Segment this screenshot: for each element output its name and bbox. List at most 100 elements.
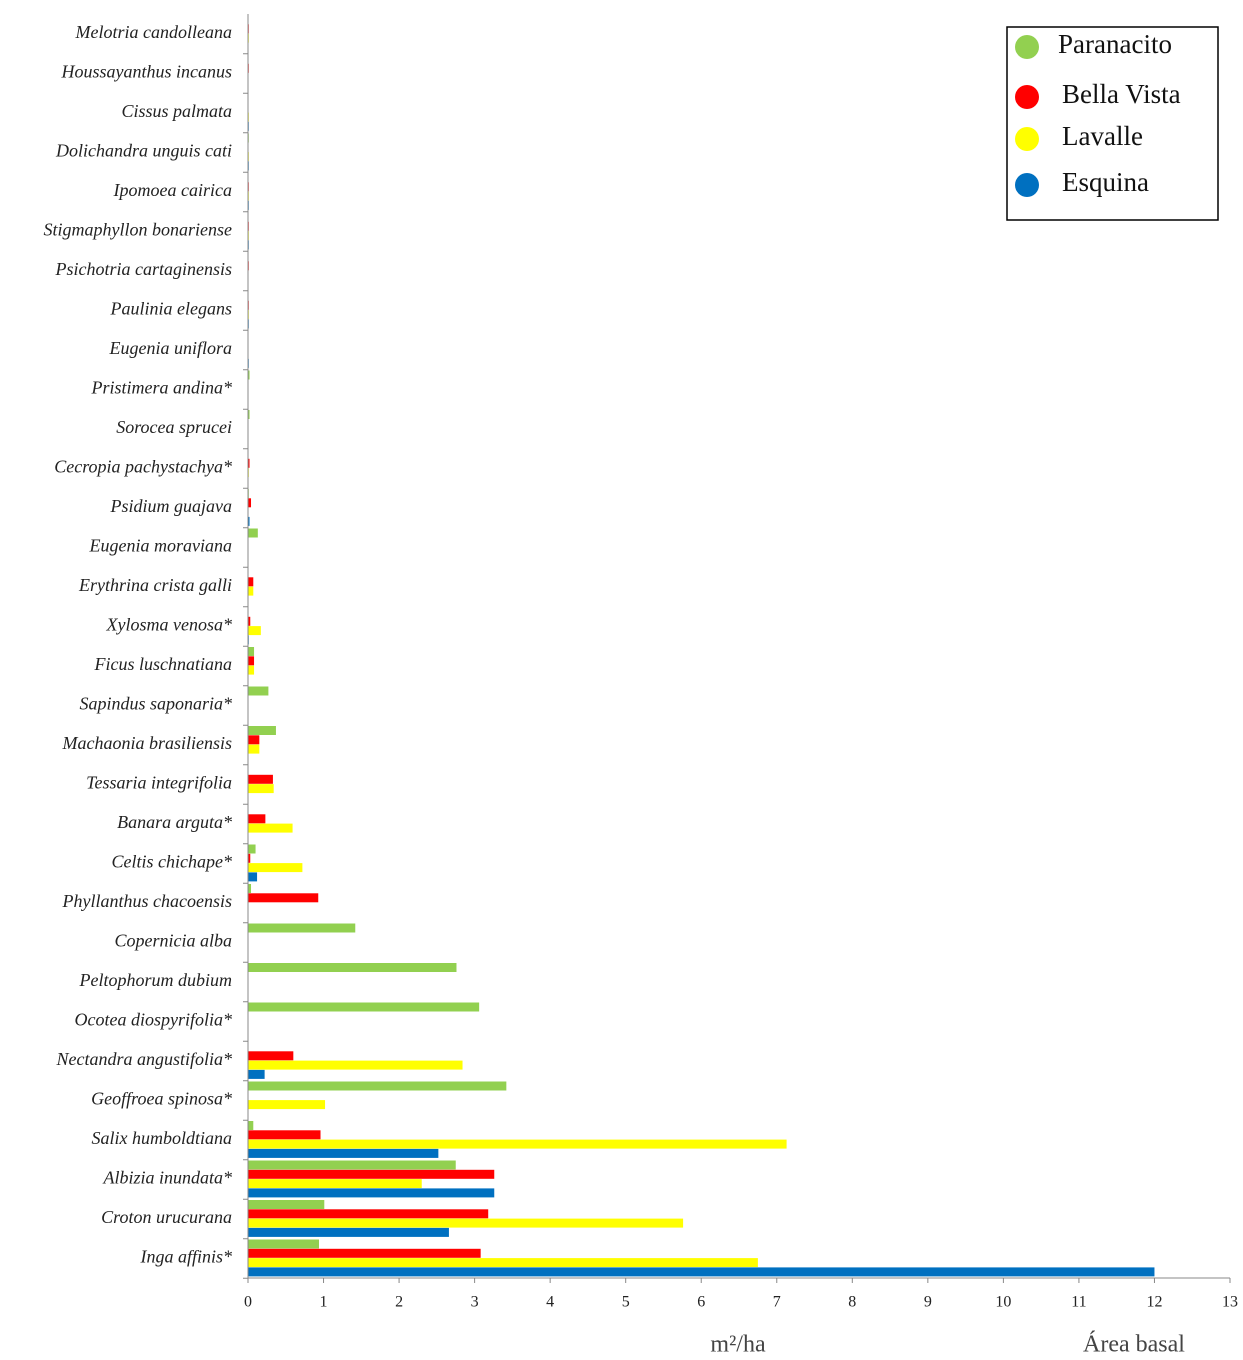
bar xyxy=(248,963,457,972)
legend-marker xyxy=(1015,85,1039,109)
bar xyxy=(248,1148,439,1158)
legend-label: Lavalle xyxy=(1062,121,1143,151)
bar xyxy=(248,1200,325,1209)
bar xyxy=(248,1227,449,1237)
bar xyxy=(248,1060,463,1070)
category-label: Croton urucurana xyxy=(101,1207,232,1227)
bar xyxy=(248,370,250,380)
bar xyxy=(248,853,251,863)
bar xyxy=(248,458,250,468)
bar xyxy=(248,1069,265,1079)
x-tick-label: 4 xyxy=(546,1294,554,1311)
bar xyxy=(248,528,258,538)
category-label: Erythrina crista galli xyxy=(78,575,232,595)
bar xyxy=(248,498,252,508)
bar xyxy=(248,1179,422,1189)
category-label: Cecropia pachystachya* xyxy=(54,457,232,477)
category-label: Sorocea sprucei xyxy=(116,417,232,437)
category-label: Celtis chichape* xyxy=(112,852,232,872)
bar xyxy=(248,814,266,824)
category-label: Salix humboldtiana xyxy=(92,1128,233,1148)
bar xyxy=(248,735,260,745)
category-label: Peltophorum dubium xyxy=(79,970,233,990)
bar xyxy=(248,1121,254,1130)
category-label: Psidium guajava xyxy=(110,496,233,516)
x-tick-label: 1 xyxy=(320,1294,328,1311)
bar xyxy=(248,1258,758,1268)
legend-box xyxy=(1006,26,1219,221)
x-tick-label: 5 xyxy=(622,1294,630,1311)
category-label: Ipomoea cairica xyxy=(113,180,232,200)
x-tick-label: 7 xyxy=(773,1294,781,1311)
bar xyxy=(248,1218,684,1228)
legend-marker xyxy=(1015,35,1039,59)
bar xyxy=(248,616,251,626)
category-label: Stigmaphyllon bonariense xyxy=(44,220,232,240)
category-label: Tessaria integrifolia xyxy=(86,773,232,793)
bar xyxy=(248,844,256,854)
legend-label: Esquina xyxy=(1062,167,1149,197)
legend-marker xyxy=(1015,173,1039,197)
bar xyxy=(248,577,254,587)
category-label: Nectandra angustifolia* xyxy=(56,1049,233,1069)
category-label: Psichotria cartaginensis xyxy=(55,259,233,279)
category-label: Inga affinis* xyxy=(139,1247,232,1267)
category-label: Dolichandra unguis cati xyxy=(55,141,232,161)
x-tick-label: 11 xyxy=(1071,1294,1086,1311)
category-label: Albizia inundata* xyxy=(102,1168,232,1188)
category-label: Ficus luschnatiana xyxy=(94,654,233,674)
x-tick-label: 10 xyxy=(995,1294,1011,1311)
bar xyxy=(248,1130,321,1140)
bar xyxy=(248,1002,480,1012)
category-label: Ocotea diospyrifolia* xyxy=(75,1010,232,1030)
bar xyxy=(248,884,252,893)
bar xyxy=(248,1081,507,1091)
bar xyxy=(248,686,269,696)
bar xyxy=(248,1051,294,1061)
bar xyxy=(248,744,260,754)
bar xyxy=(248,823,293,833)
category-label: Machaonia brasiliensis xyxy=(62,733,233,753)
x-tick-label: 8 xyxy=(848,1294,856,1311)
bar xyxy=(248,665,255,675)
category-label: Banara arguta* xyxy=(117,812,232,832)
legend-marker xyxy=(1015,127,1039,151)
bar xyxy=(248,923,356,933)
bar xyxy=(248,410,250,419)
bar xyxy=(248,647,255,656)
x-axis-label-2: Área basal xyxy=(1083,1332,1185,1358)
legend-label: Paranacito xyxy=(1058,29,1172,59)
bar xyxy=(248,516,250,526)
x-tick-label: 9 xyxy=(924,1294,932,1311)
category-label: Paulinia elegans xyxy=(110,299,232,319)
x-axis-label: m²/ha xyxy=(710,1332,766,1358)
x-tick-label: 2 xyxy=(395,1294,403,1311)
bar xyxy=(248,1267,1155,1277)
bar xyxy=(248,1169,495,1179)
bar xyxy=(248,1248,481,1258)
legend-label: Bella Vista xyxy=(1062,79,1181,109)
category-label: Xylosma venosa* xyxy=(106,615,232,635)
bar xyxy=(248,1100,326,1110)
bar xyxy=(248,1209,489,1219)
bar xyxy=(248,872,258,882)
category-label: Eugenia uniflora xyxy=(109,338,233,358)
bar xyxy=(248,586,254,596)
bar xyxy=(248,1160,456,1170)
bar xyxy=(248,626,261,636)
x-tick-label: 3 xyxy=(471,1294,479,1311)
x-tick-label: 0 xyxy=(244,1294,252,1311)
category-label: Houssayanthus incanus xyxy=(61,62,233,82)
bar xyxy=(248,1188,495,1198)
category-label: Pristimera andina* xyxy=(90,378,232,398)
category-label: Eugenia moraviana xyxy=(89,536,232,556)
bar xyxy=(248,726,276,735)
x-tick-label: 6 xyxy=(697,1294,705,1311)
category-label: Cissus palmata xyxy=(121,101,232,121)
category-label: Geoffroea spinosa* xyxy=(91,1089,232,1109)
x-tick-label: 12 xyxy=(1146,1294,1162,1311)
bar xyxy=(248,656,255,666)
bar xyxy=(248,774,273,784)
category-label: Melotria candolleana xyxy=(75,22,232,42)
